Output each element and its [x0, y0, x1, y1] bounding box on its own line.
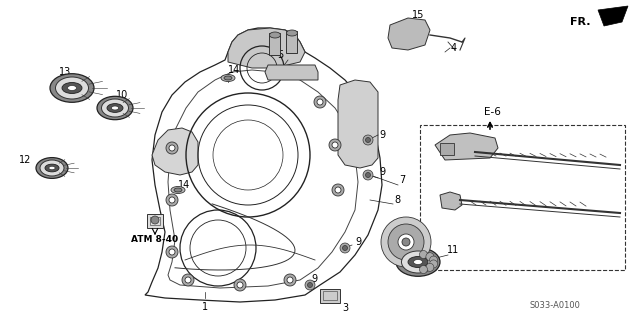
Circle shape [169, 197, 175, 203]
Circle shape [426, 253, 434, 261]
Ellipse shape [221, 75, 235, 81]
Circle shape [314, 96, 326, 108]
Circle shape [335, 187, 341, 193]
Circle shape [317, 99, 323, 105]
Circle shape [332, 184, 344, 196]
Circle shape [166, 194, 178, 206]
Text: 9: 9 [379, 130, 385, 140]
Bar [269, 33, 280, 55]
Ellipse shape [171, 187, 185, 194]
Bar [286, 31, 297, 53]
Circle shape [169, 249, 175, 255]
Circle shape [426, 263, 434, 271]
Text: 7: 7 [399, 175, 405, 185]
Bar [440, 143, 454, 155]
Circle shape [402, 238, 410, 246]
Bar [320, 289, 340, 303]
Circle shape [363, 170, 373, 180]
Ellipse shape [401, 251, 435, 273]
Circle shape [388, 224, 424, 260]
Ellipse shape [40, 160, 64, 176]
Ellipse shape [56, 77, 88, 99]
Text: ATM 8-40: ATM 8-40 [131, 235, 179, 244]
Circle shape [332, 142, 338, 148]
Ellipse shape [49, 166, 55, 170]
Bar [147, 214, 163, 228]
Polygon shape [338, 80, 378, 168]
Ellipse shape [45, 164, 59, 172]
Circle shape [287, 277, 293, 283]
Circle shape [419, 250, 428, 258]
Circle shape [169, 145, 175, 151]
Circle shape [365, 137, 371, 143]
Circle shape [398, 234, 414, 250]
Ellipse shape [67, 85, 77, 91]
Text: 2: 2 [407, 223, 413, 233]
Polygon shape [435, 133, 498, 160]
Text: S033-A0100: S033-A0100 [529, 300, 580, 309]
Circle shape [237, 282, 243, 288]
Polygon shape [152, 128, 198, 175]
Text: 11: 11 [447, 245, 459, 255]
Text: 9: 9 [355, 237, 361, 247]
Text: 10: 10 [116, 90, 128, 100]
Circle shape [166, 246, 178, 258]
Circle shape [166, 142, 178, 154]
Polygon shape [598, 6, 628, 26]
Circle shape [182, 274, 194, 286]
Text: 9: 9 [379, 167, 385, 177]
Polygon shape [265, 65, 318, 80]
Text: 4: 4 [451, 43, 457, 53]
Circle shape [342, 246, 348, 250]
Ellipse shape [224, 76, 232, 80]
Text: 14: 14 [228, 65, 240, 75]
Circle shape [381, 217, 431, 267]
Text: 3: 3 [342, 303, 348, 313]
Ellipse shape [408, 256, 428, 268]
Circle shape [305, 280, 315, 290]
Ellipse shape [102, 99, 129, 117]
Circle shape [363, 135, 373, 145]
Ellipse shape [62, 83, 82, 93]
Ellipse shape [174, 188, 182, 192]
Circle shape [365, 173, 371, 177]
Text: E-6: E-6 [484, 107, 500, 117]
Circle shape [419, 265, 428, 273]
Polygon shape [440, 192, 462, 210]
Ellipse shape [396, 248, 440, 276]
Circle shape [307, 283, 312, 287]
Circle shape [429, 256, 438, 264]
Ellipse shape [50, 74, 94, 102]
Bar [420, 125, 625, 270]
Circle shape [185, 277, 191, 283]
Ellipse shape [36, 158, 68, 178]
Polygon shape [388, 18, 430, 50]
Polygon shape [228, 28, 305, 68]
Text: 5: 5 [277, 50, 283, 60]
Text: 9: 9 [311, 274, 317, 284]
Text: 8: 8 [394, 195, 400, 205]
Circle shape [151, 216, 159, 224]
Text: 1: 1 [202, 302, 208, 312]
Ellipse shape [269, 32, 280, 38]
Ellipse shape [287, 30, 298, 36]
Circle shape [329, 139, 341, 151]
Text: 14: 14 [178, 180, 190, 190]
Text: 6: 6 [299, 70, 305, 80]
Circle shape [429, 260, 438, 268]
Circle shape [340, 243, 350, 253]
Text: FR.: FR. [570, 17, 590, 27]
Text: 15: 15 [412, 10, 424, 20]
Ellipse shape [111, 106, 118, 110]
Circle shape [234, 279, 246, 291]
Text: 13: 13 [59, 67, 71, 77]
Bar [323, 291, 337, 300]
Circle shape [284, 274, 296, 286]
Bar [150, 217, 160, 225]
Ellipse shape [413, 259, 422, 264]
Ellipse shape [97, 96, 133, 120]
Ellipse shape [107, 104, 123, 112]
Text: 12: 12 [19, 155, 31, 165]
